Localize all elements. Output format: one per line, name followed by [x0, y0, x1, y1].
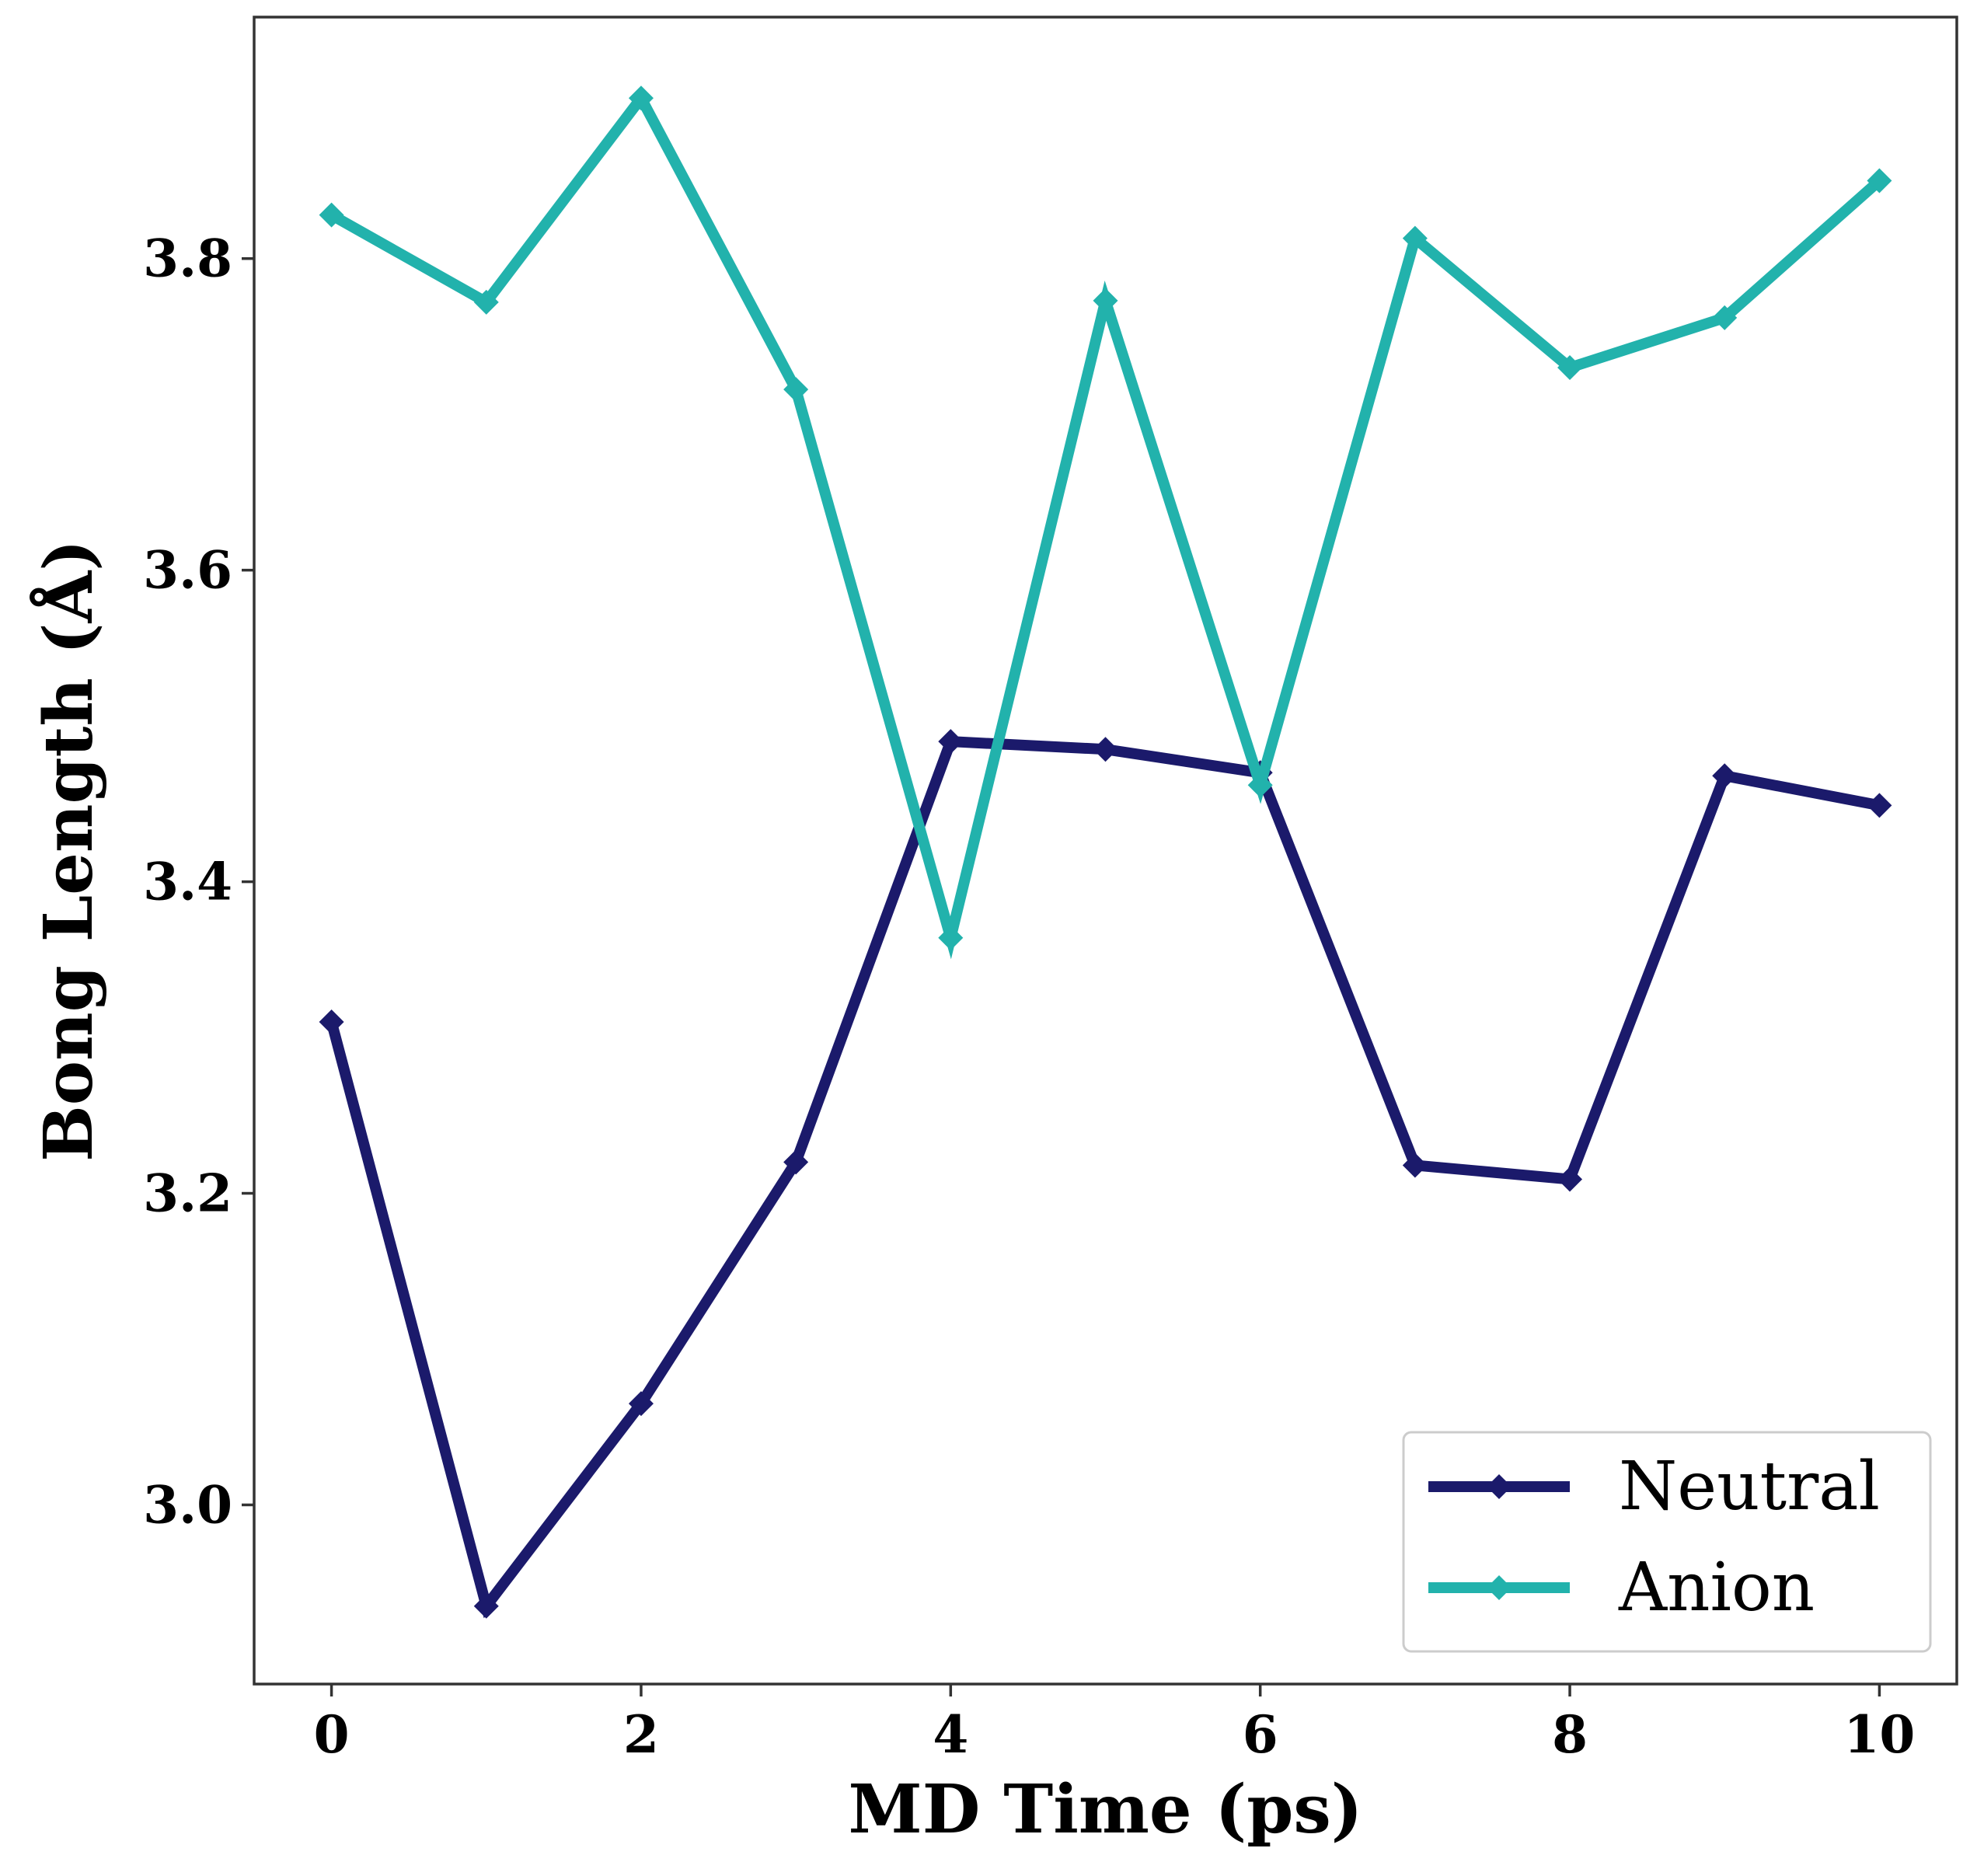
x-tick-label: 10 — [1843, 1704, 1915, 1765]
x-axis-ticks: 0 2 4 6 8 10 — [314, 1684, 1915, 1765]
legend-label-neutral: Neutral — [1619, 1448, 1880, 1526]
legend-marker-neutral — [1487, 1474, 1512, 1499]
data-point-neutral — [783, 1149, 809, 1175]
data-point-neutral — [319, 1009, 344, 1035]
y-tick-label: 3.0 — [143, 1474, 232, 1535]
x-tick-label: 6 — [1243, 1704, 1278, 1765]
data-point-neutral — [1093, 737, 1118, 762]
y-tick-label: 3.4 — [143, 852, 232, 912]
x-tick-label: 8 — [1552, 1704, 1588, 1765]
data-point-anion — [1712, 305, 1738, 330]
data-point-anion — [938, 925, 964, 950]
data-point-neutral — [1402, 1152, 1428, 1178]
y-tick-label: 3.6 — [143, 540, 232, 601]
data-point-neutral — [473, 1593, 499, 1619]
data-point-anion — [319, 202, 344, 228]
legend-marker-anion — [1487, 1575, 1512, 1600]
y-axis-label: Bong Length (Å) — [30, 539, 108, 1162]
legend: Neutral Anion — [1402, 1431, 1932, 1653]
data-point-anion — [473, 289, 499, 315]
data-point-neutral — [938, 729, 964, 755]
data-point-anion — [1402, 225, 1428, 251]
x-axis-label: MD Time (ps) — [849, 1770, 1363, 1849]
data-point-anion — [1247, 772, 1273, 798]
y-tick-label: 3.8 — [143, 228, 232, 289]
data-point-neutral — [628, 1391, 654, 1417]
data-point-anion — [783, 377, 809, 403]
legend-label-anion: Anion — [1618, 1549, 1815, 1627]
data-point-anion — [1093, 288, 1118, 313]
x-tick-label: 2 — [623, 1704, 659, 1765]
data-point-neutral — [1712, 763, 1738, 789]
plot-frame — [253, 16, 1958, 1686]
data-point-neutral — [1867, 793, 1892, 818]
data-point-anion — [1867, 168, 1892, 194]
x-tick-label: 4 — [933, 1704, 968, 1765]
data-point-anion — [1557, 355, 1583, 381]
series-layer — [319, 85, 1892, 1619]
y-axis-ticks: 3.0 3.2 3.4 3.6 3.8 — [143, 228, 254, 1535]
y-tick-label: 3.2 — [143, 1163, 232, 1224]
x-tick-label: 0 — [314, 1704, 350, 1765]
data-point-neutral — [1557, 1166, 1583, 1192]
data-point-anion — [628, 85, 654, 111]
